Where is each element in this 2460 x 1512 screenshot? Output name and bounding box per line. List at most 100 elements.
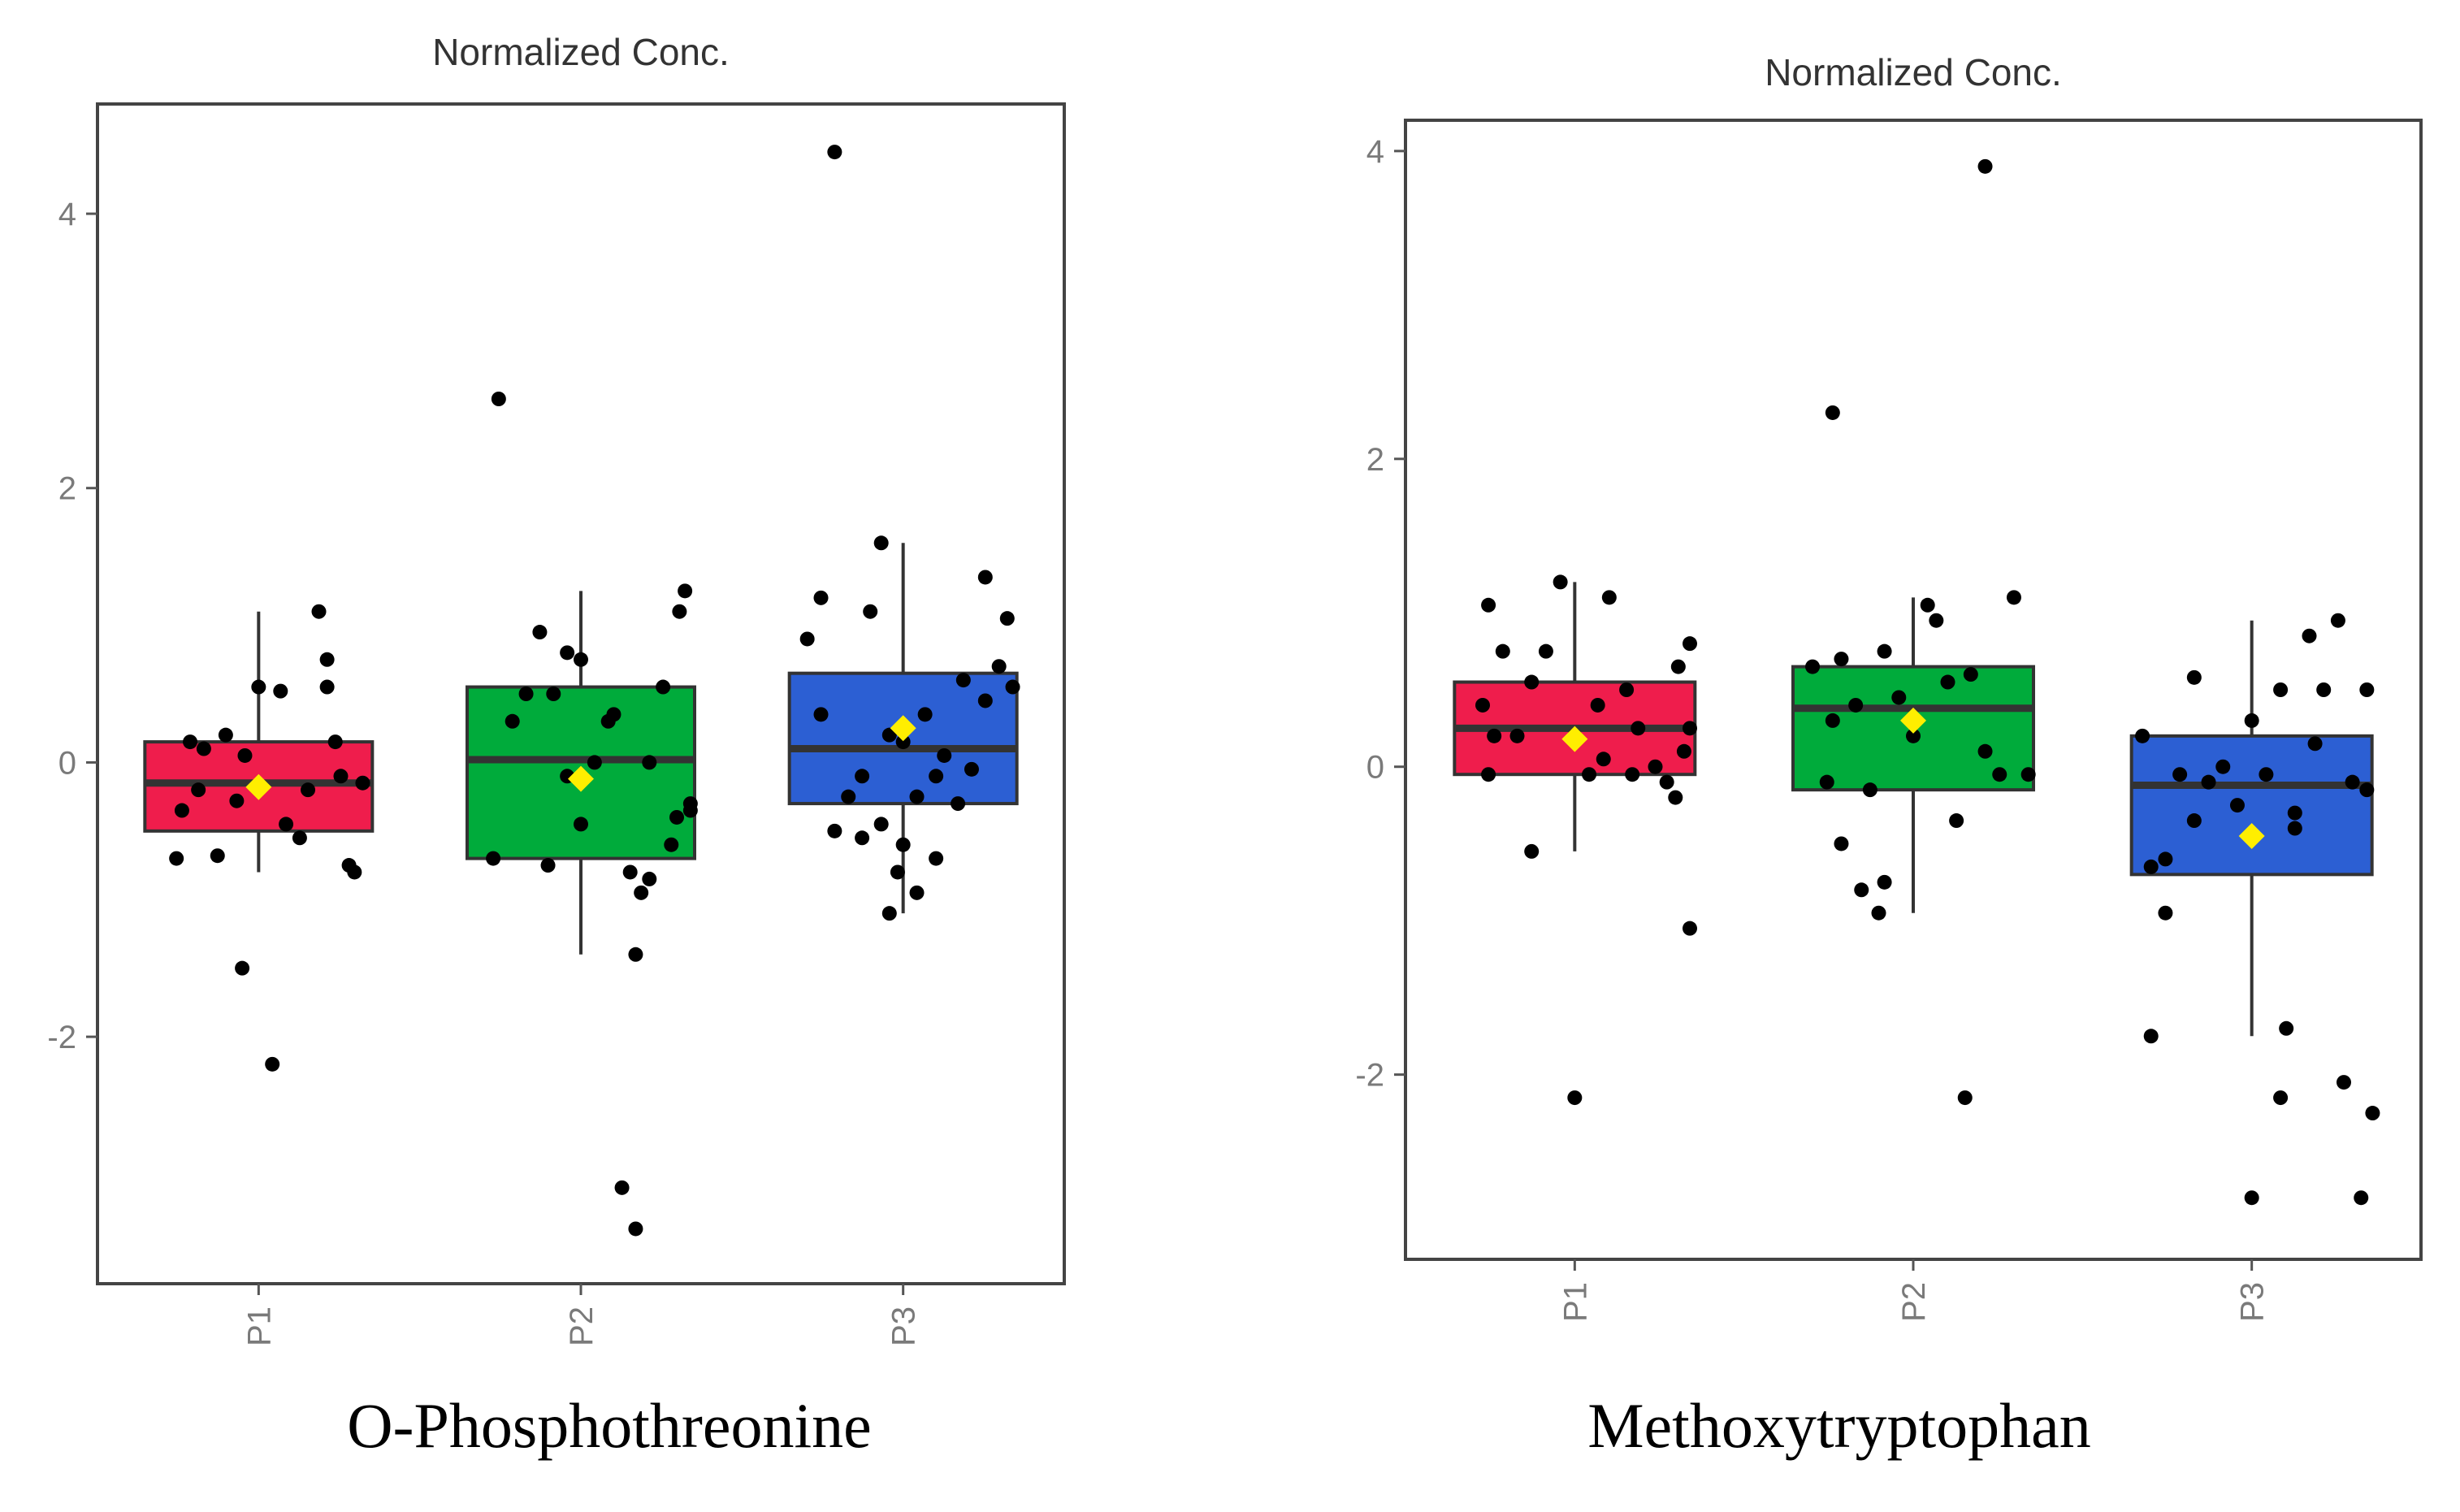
data-point xyxy=(486,851,501,866)
data-point xyxy=(664,837,679,852)
data-point xyxy=(540,858,556,873)
data-point xyxy=(1481,597,1496,613)
y-tick-label: 2 xyxy=(58,471,76,507)
data-point xyxy=(1929,613,1944,628)
data-point xyxy=(669,809,685,825)
data-point xyxy=(1825,713,1840,728)
data-point xyxy=(1524,843,1540,859)
x-tick-label-p1: P1 xyxy=(241,1306,277,1346)
data-point xyxy=(813,590,829,605)
data-point xyxy=(1848,697,1864,713)
data-point xyxy=(1524,674,1540,690)
data-point xyxy=(1825,405,1840,420)
data-point xyxy=(229,793,245,808)
data-point xyxy=(1567,1090,1583,1106)
x-tick-label-p2: P2 xyxy=(564,1306,600,1346)
data-point xyxy=(1648,759,1663,774)
data-point xyxy=(319,679,335,695)
data-point xyxy=(1487,728,1502,743)
data-point xyxy=(191,782,206,798)
data-point xyxy=(1920,597,1935,613)
data-point xyxy=(1601,590,1617,605)
data-point xyxy=(1805,659,1821,674)
data-point xyxy=(2020,767,2036,782)
data-point xyxy=(2186,813,2202,829)
data-point xyxy=(2244,1190,2259,1206)
x-tick-label-p1: P1 xyxy=(1557,1282,1593,1322)
data-point xyxy=(2354,1190,2369,1206)
data-point xyxy=(2215,759,2231,774)
data-point xyxy=(991,659,1007,674)
data-point xyxy=(1992,767,2007,782)
data-point xyxy=(2273,1090,2289,1106)
y-tick-label: 4 xyxy=(58,197,76,232)
data-point xyxy=(881,906,897,921)
data-point xyxy=(1659,774,1674,790)
data-point xyxy=(169,851,184,866)
data-point xyxy=(237,747,253,763)
data-point xyxy=(2158,905,2173,921)
mean-marker xyxy=(568,765,594,792)
data-point xyxy=(863,604,878,619)
data-point xyxy=(951,796,966,812)
data-point xyxy=(909,789,925,804)
data-point xyxy=(292,830,307,846)
data-point xyxy=(977,693,993,708)
data-point xyxy=(2345,774,2360,790)
data-point xyxy=(1834,652,1849,667)
data-point xyxy=(909,885,925,900)
data-point xyxy=(2330,613,2345,628)
data-point xyxy=(2229,798,2245,813)
data-point xyxy=(929,851,944,866)
data-point xyxy=(2316,682,2332,697)
chart-panel-left: Normalized Conc. -2 0 2 4 P1 P2 P3 O-Phosphothr… xyxy=(0,0,1219,1512)
data-point xyxy=(1481,767,1496,782)
boxplot-chart-methoxytryptophan: Normalized Conc. -2 0 2 4 P1 P2 P3 xyxy=(1355,51,2423,1322)
data-point xyxy=(505,713,520,729)
chart-title: Normalized Conc. xyxy=(1765,51,2062,93)
data-point xyxy=(873,535,889,551)
data-point xyxy=(235,960,250,976)
data-point xyxy=(311,604,327,619)
data-point xyxy=(251,679,266,695)
data-point xyxy=(2337,1075,2351,1090)
data-point xyxy=(1676,743,1691,759)
data-point xyxy=(2273,682,2289,697)
y-tick-label: 2 xyxy=(1366,442,1384,478)
data-point xyxy=(799,631,815,647)
data-point xyxy=(574,652,588,667)
data-point xyxy=(279,817,294,832)
data-point xyxy=(2172,767,2188,782)
mean-marker xyxy=(1900,707,1926,734)
y-tick-label: 0 xyxy=(1366,750,1384,786)
data-point xyxy=(827,823,842,838)
x-tick-label-p3: P3 xyxy=(886,1306,922,1346)
data-point xyxy=(929,769,944,784)
data-point xyxy=(1871,905,1886,921)
data-point xyxy=(1963,667,1978,682)
data-point xyxy=(574,817,588,832)
data-point xyxy=(546,687,561,701)
data-point xyxy=(634,885,649,900)
data-point xyxy=(855,769,870,784)
data-point xyxy=(2307,736,2323,752)
data-point xyxy=(606,707,621,722)
y-tick-label: -2 xyxy=(1355,1058,1384,1094)
chart-title: Normalized Conc. xyxy=(432,31,730,73)
data-point xyxy=(301,782,316,798)
data-point xyxy=(1625,767,1640,782)
data-point xyxy=(855,830,870,846)
data-point xyxy=(210,848,225,864)
data-point xyxy=(518,687,534,701)
data-point xyxy=(1877,643,1892,659)
data-point xyxy=(1891,690,1907,705)
data-point xyxy=(1668,790,1683,805)
data-point xyxy=(1683,921,1697,936)
data-point xyxy=(2287,805,2302,821)
data-point xyxy=(2158,851,2173,867)
data-point xyxy=(2201,774,2216,790)
data-point xyxy=(2244,713,2259,728)
mean-marker xyxy=(1561,726,1588,752)
x-tick-label-p2: P2 xyxy=(1896,1282,1932,1322)
data-point xyxy=(678,583,693,599)
